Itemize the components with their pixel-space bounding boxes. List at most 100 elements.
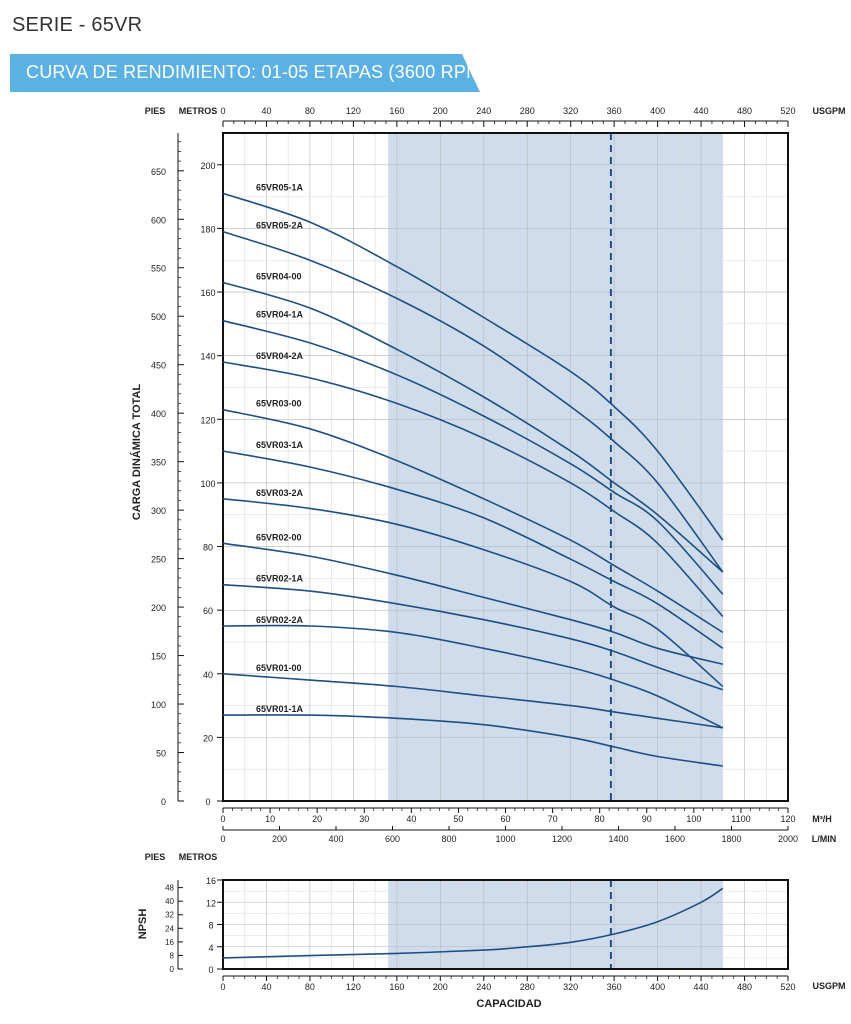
curve-label-65vr03-1a: 65VR03-1A bbox=[256, 440, 304, 450]
pies-tick-label: 600 bbox=[151, 215, 166, 225]
curve-label-65vr02-2a: 65VR02-2A bbox=[256, 615, 304, 625]
npsh-x-tick-label: 160 bbox=[389, 982, 404, 992]
npsh-x-tick-label: 80 bbox=[305, 982, 315, 992]
curve-label-65vr03-00: 65VR03-00 bbox=[256, 399, 302, 409]
m3h-tick-label: 120 bbox=[780, 814, 795, 824]
pies-tick-label: 50 bbox=[156, 749, 166, 759]
npsh-metros-tick-label: 0 bbox=[208, 965, 213, 975]
pies-tick-label: 250 bbox=[151, 555, 166, 565]
lmin-tick-label: 0 bbox=[220, 834, 225, 844]
m3h-tick-label: 50 bbox=[453, 814, 463, 824]
pies-tick-label: 0 bbox=[161, 797, 166, 807]
npsh-x-tick-label: 480 bbox=[737, 982, 752, 992]
curve-65vr05-2a bbox=[222, 230, 724, 573]
pies-tick-label: 200 bbox=[151, 603, 166, 613]
npsh-metros-tick-label: 8 bbox=[208, 921, 213, 931]
top-axis-tick-label: 0 bbox=[220, 106, 225, 116]
pies-unit-label: PIES bbox=[145, 106, 166, 116]
npsh-pies-tick-label: 24 bbox=[165, 924, 174, 933]
curve-label-65vr03-2a: 65VR03-2A bbox=[256, 488, 304, 498]
npsh-x-tick-label: 280 bbox=[520, 982, 535, 992]
top-axis-tick-label: 360 bbox=[607, 106, 622, 116]
curve-65vr03-2a bbox=[222, 498, 724, 688]
npsh-pies-tick-label: 16 bbox=[165, 938, 174, 947]
lmin-tick-label: 1200 bbox=[552, 834, 572, 844]
top-axis-tick-label: 320 bbox=[563, 106, 578, 116]
npsh-x-tick-label: 240 bbox=[476, 982, 491, 992]
m3h-tick-label: 90 bbox=[642, 814, 652, 824]
lmin-tick-label: 600 bbox=[385, 834, 400, 844]
top-axis-tick-label: 40 bbox=[261, 106, 271, 116]
curve-65vr03-00 bbox=[222, 408, 724, 634]
curve-label-65vr01-00: 65VR01-00 bbox=[256, 663, 302, 673]
m3h-tick-label: 1100 bbox=[731, 814, 750, 824]
pies-tick-label: 100 bbox=[151, 700, 166, 710]
lmin-tick-label: 2000 bbox=[778, 834, 798, 844]
metros-tick-label: 40 bbox=[203, 670, 213, 680]
lmin-tick-label: 800 bbox=[441, 834, 456, 844]
plot-frame bbox=[222, 132, 789, 802]
npsh-x-tick-label: 360 bbox=[607, 982, 622, 992]
m3h-tick-label: 20 bbox=[312, 814, 322, 824]
curve-label-65vr02-00: 65VR02-00 bbox=[256, 532, 302, 542]
npsh-pies-tick-label: 0 bbox=[170, 965, 175, 974]
npsh-pies-tick-label: 8 bbox=[170, 951, 175, 960]
operating-range-band bbox=[388, 133, 723, 801]
npsh-x-tick-label: 320 bbox=[563, 982, 578, 992]
npsh-x-axis-label: CAPACIDAD bbox=[476, 998, 541, 1010]
npsh-x-tick-label: 400 bbox=[650, 982, 665, 992]
npsh-metros-tick-label: 16 bbox=[206, 876, 216, 886]
top-axis-tick-label: 80 bbox=[305, 106, 315, 116]
y-axis-label: CARGA DINÁMICA TOTAL bbox=[130, 384, 143, 521]
curve-label-65vr05-2a: 65VR05-2A bbox=[256, 221, 304, 231]
m3h-tick-label: 80 bbox=[595, 814, 605, 824]
npsh-curve bbox=[222, 887, 724, 959]
curve-label-65vr04-2a: 65VR04-2A bbox=[256, 351, 304, 361]
npsh-pies-unit-label: PIES bbox=[145, 852, 166, 862]
npsh-x-tick-label: 440 bbox=[694, 982, 709, 992]
metros-tick-label: 20 bbox=[203, 733, 213, 743]
curve-65vr02-00 bbox=[222, 542, 723, 665]
banner-title: CURVA DE RENDIMIENTO: 01-05 ETAPAS (3600… bbox=[26, 62, 488, 82]
metros-tick-label: 60 bbox=[203, 606, 213, 616]
curve-label-65vr04-00: 65VR04-00 bbox=[256, 272, 302, 282]
curve-65vr04-00 bbox=[222, 281, 724, 573]
lmin-tick-label: 1600 bbox=[665, 834, 685, 844]
top-axis-tick-label: 520 bbox=[780, 106, 795, 116]
metros-tick-label: 100 bbox=[200, 479, 215, 489]
pies-tick-label: 150 bbox=[151, 652, 166, 662]
curve-label-65vr01-1a: 65VR01-1A bbox=[256, 704, 304, 714]
top-axis-tick-label: 480 bbox=[737, 106, 752, 116]
metros-unit-label: METROS bbox=[179, 106, 218, 116]
npsh-x-tick-label: 120 bbox=[346, 982, 361, 992]
lmin-tick-label: 1800 bbox=[721, 834, 741, 844]
curve-65vr01-00 bbox=[222, 673, 723, 729]
npsh-pies-tick-label: 40 bbox=[165, 897, 174, 906]
npsh-y-axis-label: NPSH bbox=[137, 909, 149, 940]
curve-label-65vr04-1a: 65VR04-1A bbox=[256, 310, 304, 320]
curve-65vr01-1a bbox=[222, 714, 723, 767]
m3h-tick-label: 60 bbox=[500, 814, 510, 824]
m3h-unit-label: M³/H bbox=[812, 814, 832, 824]
pies-tick-label: 300 bbox=[151, 506, 166, 516]
metros-tick-label: 140 bbox=[200, 352, 215, 362]
npsh-x-tick-label: 0 bbox=[220, 982, 225, 992]
top-axis-tick-label: 200 bbox=[433, 106, 448, 116]
m3h-tick-label: 0 bbox=[220, 814, 225, 824]
curve-65vr05-1a bbox=[222, 192, 724, 541]
lmin-tick-label: 1000 bbox=[495, 834, 515, 844]
top-axis-tick-label: 400 bbox=[650, 106, 665, 116]
lmin-unit-label: L/MIN bbox=[812, 834, 837, 844]
metros-tick-label: 80 bbox=[203, 543, 213, 553]
lmin-tick-label: 200 bbox=[272, 834, 287, 844]
title-banner-shape bbox=[10, 54, 480, 92]
lmin-tick-label: 400 bbox=[328, 834, 343, 844]
lmin-tick-label: 1400 bbox=[608, 834, 628, 844]
top-axis-tick-label: 280 bbox=[520, 106, 535, 116]
metros-tick-label: 0 bbox=[205, 797, 210, 807]
curve-65vr02-2a bbox=[222, 624, 724, 729]
pies-tick-label: 500 bbox=[151, 312, 166, 322]
npsh-metros-tick-label: 12 bbox=[206, 898, 216, 908]
top-axis-tick-label: 160 bbox=[389, 106, 404, 116]
